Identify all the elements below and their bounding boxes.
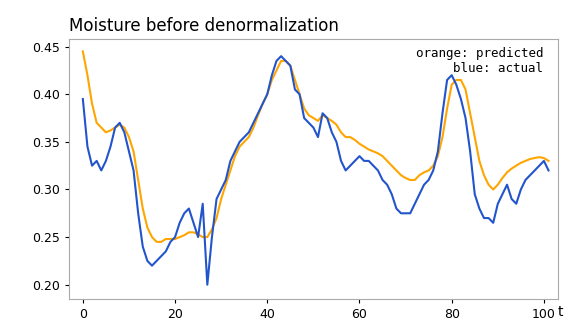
Text: orange: predicted
blue: actual: orange: predicted blue: actual	[416, 47, 543, 75]
Text: t: t	[558, 305, 564, 318]
Text: Moisture before denormalization: Moisture before denormalization	[69, 17, 339, 35]
